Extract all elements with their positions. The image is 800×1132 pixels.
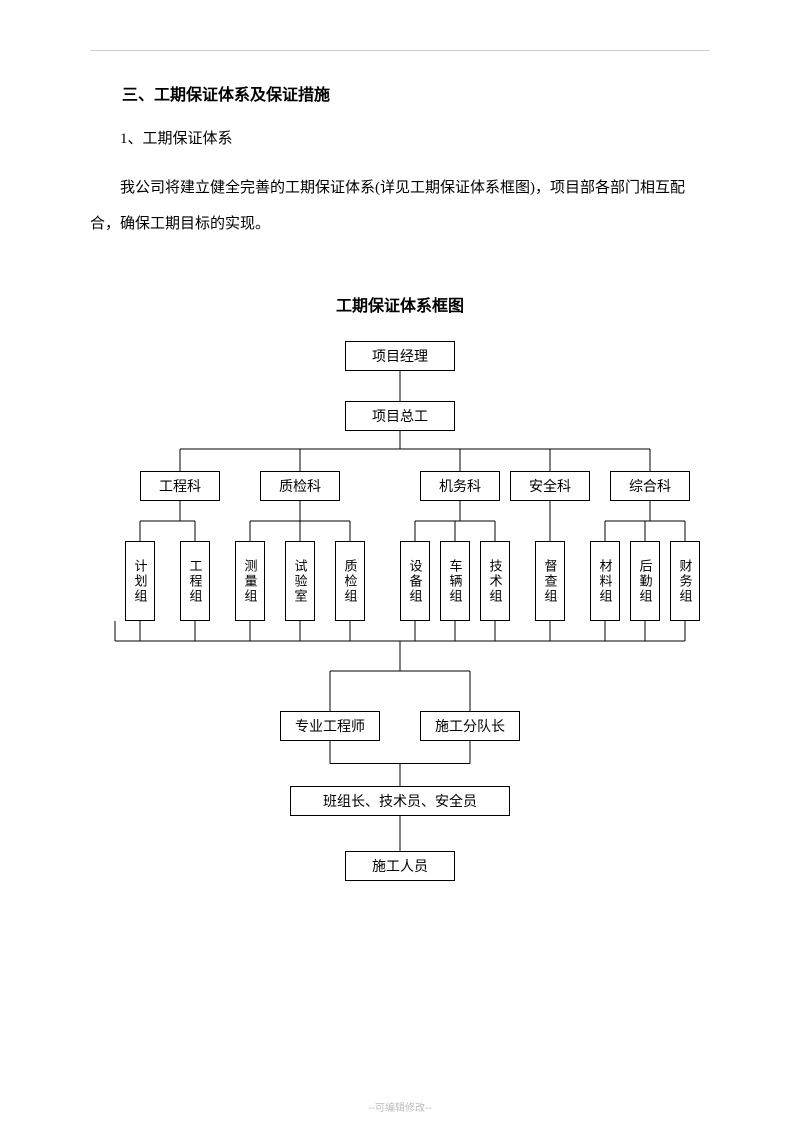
org-node-g10: 后勤组 bbox=[630, 541, 660, 621]
org-node-d1: 质检科 bbox=[260, 471, 340, 501]
org-node-g2: 测量组 bbox=[235, 541, 265, 621]
org-node-g8: 督查组 bbox=[535, 541, 565, 621]
org-node-d0: 工程科 bbox=[140, 471, 220, 501]
org-node-g9: 材料组 bbox=[590, 541, 620, 621]
org-node-g5: 设备组 bbox=[400, 541, 430, 621]
org-node-n0: 项目经理 bbox=[345, 341, 455, 371]
org-node-g11: 财务组 bbox=[670, 541, 700, 621]
org-node-m0: 专业工程师 bbox=[280, 711, 380, 741]
org-node-b1: 施工人员 bbox=[345, 851, 455, 881]
org-node-g6: 车辆组 bbox=[440, 541, 470, 621]
org-node-d4: 综合科 bbox=[610, 471, 690, 501]
org-node-d3: 安全科 bbox=[510, 471, 590, 501]
org-node-g1: 工程组 bbox=[180, 541, 210, 621]
org-node-m1: 施工分队长 bbox=[420, 711, 520, 741]
top-rule bbox=[90, 50, 710, 51]
org-node-n1: 项目总工 bbox=[345, 401, 455, 431]
org-node-d2: 机务科 bbox=[420, 471, 500, 501]
org-node-g0: 计划组 bbox=[125, 541, 155, 621]
chart-title: 工期保证体系框图 bbox=[90, 292, 710, 316]
section-subhead: 1、工期保证体系 bbox=[90, 127, 710, 148]
org-node-g7: 技术组 bbox=[480, 541, 510, 621]
org-node-g3: 试验室 bbox=[285, 541, 315, 621]
footer-note: --可编辑修改-- bbox=[0, 1099, 800, 1114]
body-paragraph: 我公司将建立健全完善的工期保证体系(详见工期保证体系框图)，项目部各部门相互配合… bbox=[90, 170, 710, 242]
org-chart: 项目经理项目总工工程科 质检科 机务科安全科综合科计划组工程组测量组试验室质检组 设备… bbox=[90, 341, 710, 941]
section-heading: 三、工期保证体系及保证措施 bbox=[90, 81, 710, 105]
org-node-g4: 质检组 bbox=[335, 541, 365, 621]
org-node-b0: 班组长、技术员、安全员 bbox=[290, 786, 510, 816]
